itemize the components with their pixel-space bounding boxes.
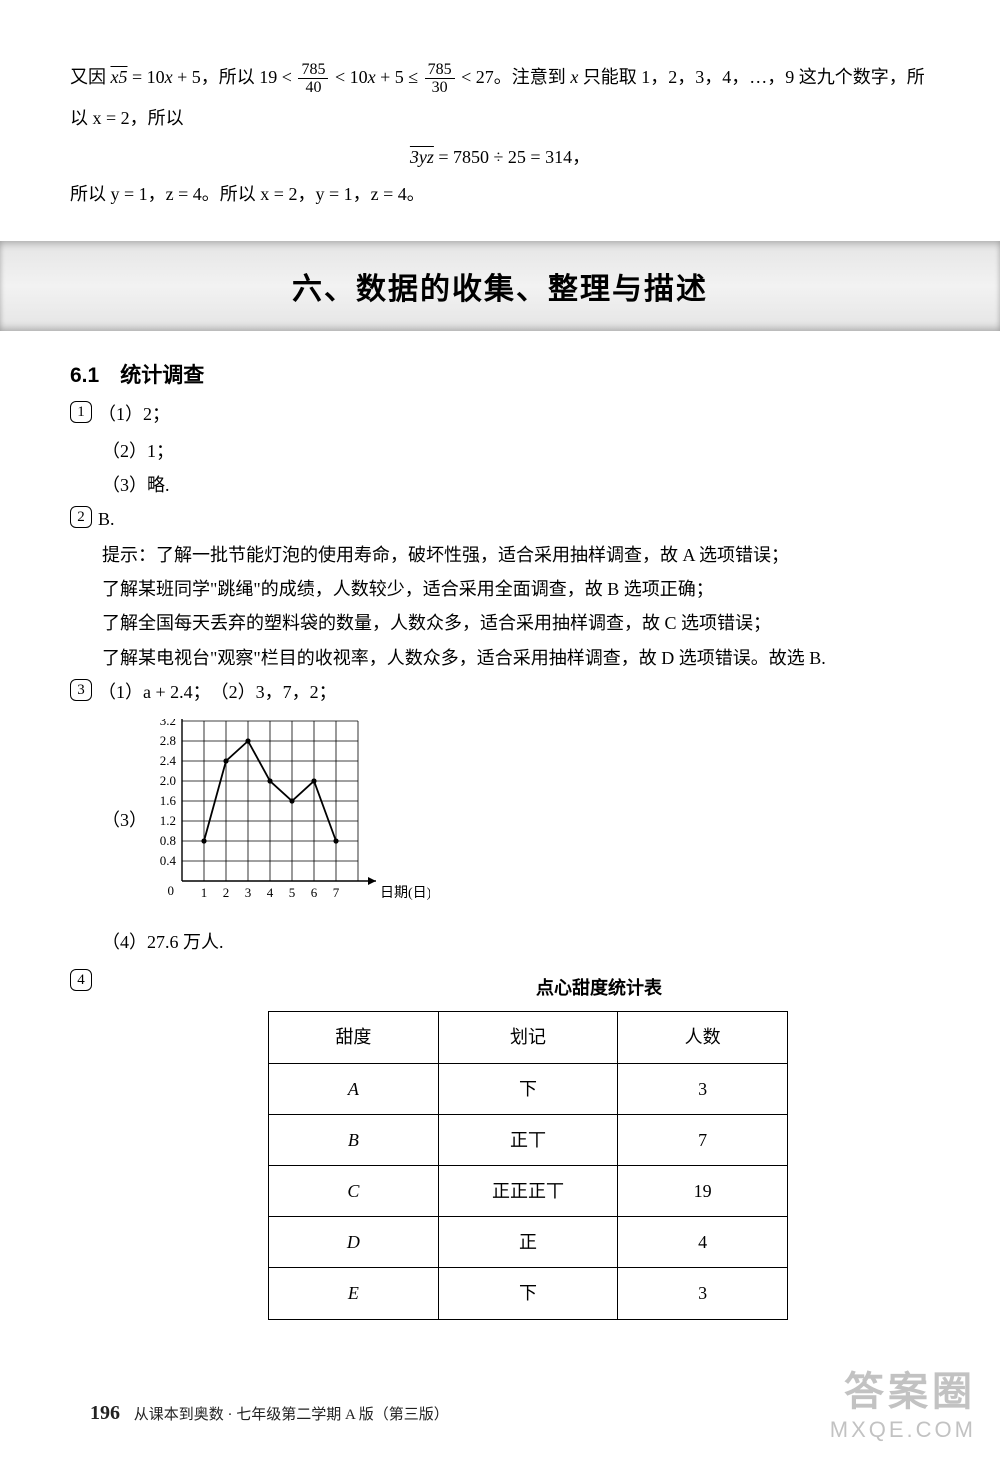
q2-row: 2 B. — [70, 502, 930, 536]
svg-text:2.4: 2.4 — [160, 753, 177, 768]
svg-text:0: 0 — [168, 883, 175, 898]
svg-text:2.0: 2.0 — [160, 773, 176, 788]
wm-line2: MXQE.COM — [830, 1417, 976, 1443]
q3-row: 3 （1）a + 2.4； （2）3，7，2； — [70, 675, 930, 709]
footer-text: 从课本到奥数 · 七年级第二学期 A 版（第三版） — [134, 1407, 449, 1423]
table-cell: 7 — [618, 1114, 788, 1165]
table-row: B正丅7 — [269, 1114, 788, 1165]
table-row: E下3 — [269, 1268, 788, 1319]
table-cell: 3 — [618, 1063, 788, 1114]
q1-c: （3）略. — [102, 468, 930, 502]
svg-text:0.8: 0.8 — [160, 833, 176, 848]
svg-text:1.6: 1.6 — [160, 793, 177, 808]
frac-1: 78540 — [298, 61, 328, 97]
table-row: C正正正丅19 — [269, 1165, 788, 1216]
q3-sub3: （3） — [70, 806, 140, 832]
f2n: 785 — [425, 61, 455, 80]
t1x2: x — [368, 67, 376, 87]
q4-num: 4 — [70, 969, 92, 991]
table-cell: C — [269, 1165, 439, 1216]
table-cell: 4 — [618, 1217, 788, 1268]
q3-num: 3 — [70, 679, 92, 701]
table-header: 人数 — [618, 1012, 788, 1063]
q2-num: 2 — [70, 506, 92, 528]
table-wrap: 点心甜度统计表 甜度划记人数A下3B正丅7C正正正丅19D正4E下3 — [268, 971, 930, 1319]
centered-eq: 3yz = 7850 ÷ 25 = 314， — [70, 143, 930, 169]
eq-rhs: = 7850 ÷ 25 = 314， — [434, 147, 590, 167]
table-header: 划记 — [438, 1012, 618, 1063]
svg-text:5: 5 — [289, 885, 296, 900]
line-chart: 0.40.81.21.62.02.42.83.201234567人数(万人)日期… — [140, 719, 430, 919]
svg-text:4: 4 — [267, 885, 274, 900]
eq-var: 3yz — [410, 147, 434, 167]
svg-text:0.4: 0.4 — [160, 853, 177, 868]
table-cell: A — [269, 1063, 439, 1114]
table-cell: B — [269, 1114, 439, 1165]
svg-text:2.8: 2.8 — [160, 733, 176, 748]
section-title: 6.1 统计调查 — [70, 359, 930, 389]
q3-line1: （1）a + 2.4； （2）3，7，2； — [98, 675, 930, 709]
svg-text:2: 2 — [223, 885, 230, 900]
svg-text:7: 7 — [333, 885, 340, 900]
table-cell: E — [269, 1268, 439, 1319]
t1g: 只能取 1，2，3，4，…，9 这九个数字，所 — [578, 67, 925, 87]
svg-text:6: 6 — [311, 885, 318, 900]
table-cell: 正丅 — [438, 1114, 618, 1165]
table-row: A下3 — [269, 1063, 788, 1114]
q1-num: 1 — [70, 401, 92, 423]
q1-a: （1）2； — [98, 397, 930, 431]
table-cell: 3 — [618, 1268, 788, 1319]
banner-title: 六、数据的收集、整理与描述 — [292, 264, 708, 308]
top-line-2: 以 x = 2，所以 — [70, 101, 930, 135]
table-title: 点心甜度统计表 — [268, 971, 930, 1005]
q1-b: （2）1； — [102, 434, 930, 468]
q2-h1: 提示：了解一批节能灯泡的使用寿命，破坏性强，适合采用抽样调查，故 A 选项错误； — [102, 538, 930, 572]
t1b: = 10 — [128, 67, 165, 87]
table-cell: 正 — [438, 1217, 618, 1268]
t1c: + 5，所以 19 < — [173, 67, 297, 87]
chapter-banner: 六、数据的收集、整理与描述 — [0, 241, 1000, 331]
q2-ans: B. — [98, 502, 930, 536]
q1-row: 1 （1）2； — [70, 397, 930, 431]
q2-h2: 了解某班同学"跳绳"的成绩，人数较少，适合采用全面调查，故 B 选项正确； — [102, 572, 930, 606]
page-number: 196 — [90, 1402, 120, 1424]
frac-2: 78530 — [425, 61, 455, 97]
table-cell: D — [269, 1217, 439, 1268]
q2-h3: 了解全国每天丢弃的塑料袋的数量，人数众多，适合采用抽样调查，故 C 选项错误； — [102, 606, 930, 640]
svg-text:1: 1 — [201, 885, 208, 900]
table-cell: 下 — [438, 1063, 618, 1114]
page-footer: 196 从课本到奥数 · 七年级第二学期 A 版（第三版） — [90, 1402, 449, 1425]
t1e: + 5 ≤ — [376, 67, 423, 87]
wm-line1: 答案圈 — [830, 1359, 976, 1417]
f2d: 30 — [425, 79, 455, 97]
table-cell: 下 — [438, 1268, 618, 1319]
svg-text:3.2: 3.2 — [160, 719, 176, 728]
f1n: 785 — [298, 61, 328, 80]
top-line-1: 又因 x5 = 10x + 5，所以 19 < 78540 < 10x + 5 … — [70, 60, 930, 97]
table-cell: 19 — [618, 1165, 788, 1216]
table-header: 甜度 — [269, 1012, 439, 1063]
q4-row: 4 点心甜度统计表 甜度划记人数A下3B正丅7C正正正丅19D正4E下3 — [70, 965, 930, 1319]
sweetness-table: 甜度划记人数A下3B正丅7C正正正丅19D正4E下3 — [268, 1011, 788, 1319]
t1x1: x — [165, 67, 173, 87]
table-cell: 正正正丅 — [438, 1165, 618, 1216]
svg-text:3: 3 — [245, 885, 252, 900]
q3-chart-row: （3） 0.40.81.21.62.02.42.83.201234567人数(万… — [70, 719, 930, 919]
svg-text:1.2: 1.2 — [160, 813, 176, 828]
svg-text:日期(日): 日期(日) — [380, 885, 430, 901]
table-row: D正4 — [269, 1217, 788, 1268]
q2-h4: 了解某电视台"观察"栏目的收视率，人数众多，适合采用抽样调查，故 D 选项错误。… — [102, 641, 930, 675]
t1f: < 27。注意到 — [457, 67, 571, 87]
watermark: 答案圈 MXQE.COM — [830, 1359, 976, 1443]
q3-sub4: （4）27.6 万人. — [102, 925, 930, 959]
t1-var1: x5 — [111, 67, 128, 87]
f1d: 40 — [298, 79, 328, 97]
top-line-3: 所以 y = 1，z = 4。所以 x = 2，y = 1，z = 4。 — [70, 177, 930, 211]
t1a: 又因 — [70, 67, 111, 87]
t1d: < 10 — [330, 67, 367, 87]
